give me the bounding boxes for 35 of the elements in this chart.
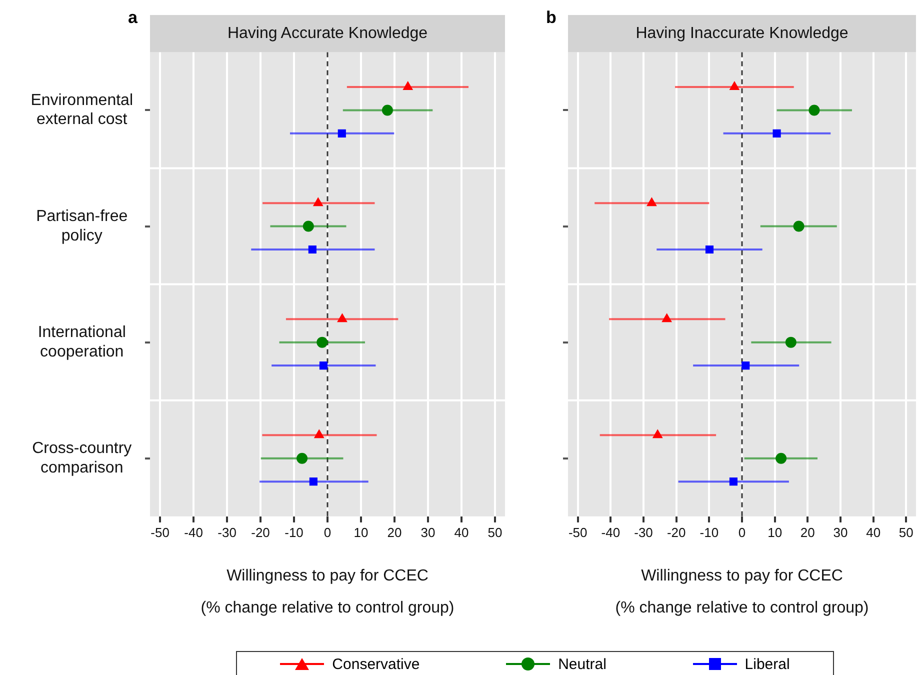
legend-label: Conservative — [332, 656, 420, 672]
x-tick-label: 40 — [866, 524, 881, 540]
x-tick-label: -20 — [666, 524, 686, 540]
text: b — [546, 8, 556, 28]
x-tick-label: -10 — [284, 524, 304, 540]
x-tick-label: 0 — [324, 524, 332, 540]
chart-title: Having Inaccurate Knowledge — [636, 25, 848, 42]
x-tick-label: 20 — [800, 524, 815, 540]
y-tick-label: Partisan-free policy — [36, 208, 128, 244]
x-tick-label: -50 — [150, 524, 170, 540]
x-tick-label: -50 — [568, 524, 588, 540]
x-tick-label: -20 — [251, 524, 270, 540]
x-tick-label: 30 — [833, 524, 848, 540]
x-tick-label: 50 — [898, 524, 914, 540]
x-tick-label: 20 — [387, 524, 402, 540]
x-axis-title: Willingness to pay for CCEC (% change relative to control group) — [200, 567, 454, 616]
x-tick-label: 30 — [420, 524, 436, 540]
x-tick-label: 0 — [738, 524, 746, 540]
chart-title: Having Accurate Knowledge — [227, 25, 428, 42]
text: a — [128, 8, 138, 28]
y-tick-label: Environmental external cost — [30, 92, 134, 128]
y-tick-label: Cross-country comparison — [32, 440, 132, 476]
legend-label: Neutral — [558, 656, 606, 672]
x-tick-label: -30 — [218, 524, 236, 540]
x-tick-label: 50 — [488, 524, 502, 540]
x-tick-label: 10 — [354, 524, 368, 540]
x-tick-label: -40 — [601, 524, 620, 540]
x-tick-label: 10 — [768, 524, 782, 540]
x-tick-label: -40 — [184, 524, 203, 540]
x-tick-label: -10 — [700, 524, 719, 540]
x-tick-label: 40 — [454, 524, 469, 540]
x-tick-label: -30 — [634, 524, 653, 540]
legend-label: Liberal — [744, 656, 790, 672]
x-axis-title: Willingness to pay for CCEC (% change relative to control group) — [615, 567, 869, 616]
y-tick-label: International cooperation — [38, 324, 126, 360]
